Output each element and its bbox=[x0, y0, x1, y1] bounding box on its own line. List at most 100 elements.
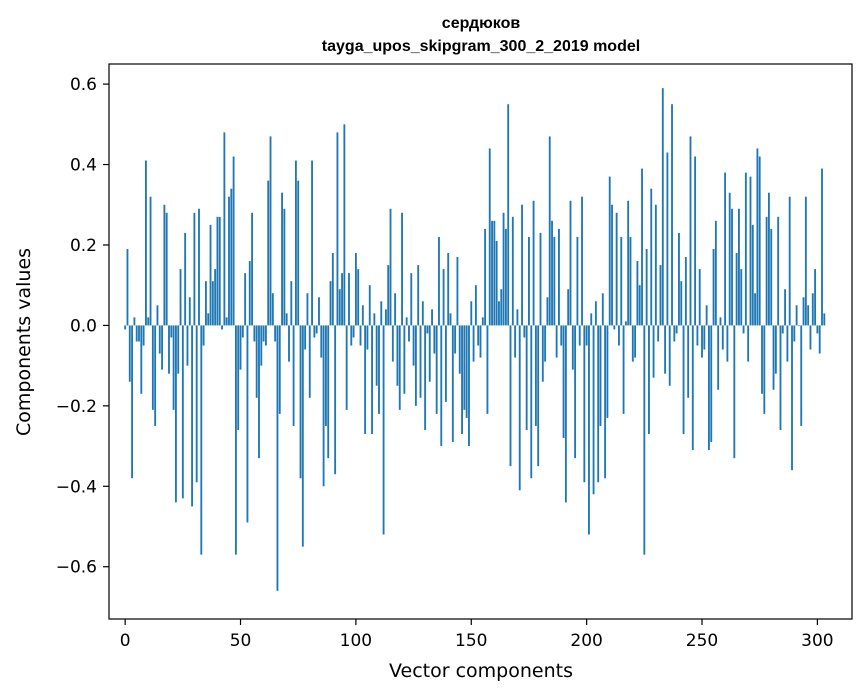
bar-159 bbox=[491, 220, 493, 326]
bar-125 bbox=[412, 325, 415, 366]
bar-55 bbox=[251, 212, 253, 326]
bar-122 bbox=[405, 317, 408, 326]
bar-231 bbox=[657, 325, 660, 342]
bar-180 bbox=[539, 232, 542, 326]
bar-32 bbox=[198, 208, 200, 326]
bar-40 bbox=[216, 216, 219, 326]
bar-198 bbox=[581, 196, 583, 326]
bar-162 bbox=[498, 301, 500, 326]
bar-166 bbox=[507, 104, 510, 326]
bar-64 bbox=[271, 293, 274, 326]
bar-16 bbox=[161, 325, 163, 370]
bar-275 bbox=[758, 156, 761, 326]
bar-117 bbox=[394, 293, 397, 326]
bar-181 bbox=[541, 325, 544, 382]
bar-24 bbox=[179, 269, 182, 326]
bar-233 bbox=[661, 88, 664, 326]
bar-2 bbox=[128, 325, 131, 382]
bar-210 bbox=[608, 176, 611, 326]
bar-30 bbox=[193, 212, 196, 326]
bar-171 bbox=[518, 325, 521, 491]
bar-173 bbox=[523, 325, 526, 338]
bar-99 bbox=[352, 325, 355, 338]
bar-251 bbox=[703, 325, 706, 350]
bar-176 bbox=[530, 325, 533, 479]
bar-48 bbox=[234, 325, 237, 555]
bar-139 bbox=[444, 325, 447, 402]
bar-202 bbox=[590, 313, 593, 326]
bar-273 bbox=[754, 293, 757, 326]
bar-115 bbox=[389, 208, 392, 326]
bar-132 bbox=[428, 325, 431, 382]
bar-126 bbox=[414, 325, 417, 406]
x-axis-label: Vector components bbox=[389, 660, 573, 682]
bar-192 bbox=[567, 289, 570, 326]
bar-239 bbox=[675, 325, 678, 334]
bar-167 bbox=[509, 325, 512, 467]
bar-165 bbox=[504, 228, 507, 326]
bar-169 bbox=[514, 325, 517, 358]
bar-196 bbox=[576, 236, 579, 326]
bar-157 bbox=[486, 325, 489, 414]
bar-67 bbox=[278, 325, 281, 414]
bar-45 bbox=[228, 196, 230, 326]
bar-236 bbox=[668, 325, 671, 386]
bar-190 bbox=[562, 325, 565, 439]
y-axis-label: Components values bbox=[13, 248, 35, 436]
y-tick-label: −0.6 bbox=[56, 558, 97, 578]
bar-50 bbox=[239, 325, 242, 370]
chart-title-line1: сердюков bbox=[442, 15, 521, 32]
bar-225 bbox=[643, 325, 646, 555]
bar-241 bbox=[680, 281, 683, 326]
x-tick-label: 50 bbox=[230, 631, 252, 651]
bar-93 bbox=[338, 289, 341, 326]
bar-301 bbox=[818, 325, 821, 354]
bar-63 bbox=[269, 136, 272, 326]
bar-106 bbox=[368, 285, 371, 326]
bar-77 bbox=[301, 325, 304, 547]
bar-178 bbox=[534, 325, 537, 426]
bar-116 bbox=[391, 325, 394, 362]
bar-15 bbox=[158, 325, 161, 354]
y-tick-label: 0.0 bbox=[70, 316, 97, 336]
plot-frame bbox=[108, 63, 853, 620]
bar-204 bbox=[594, 301, 597, 326]
bar-263 bbox=[731, 208, 733, 326]
bar-187 bbox=[555, 325, 558, 358]
bar-78 bbox=[304, 325, 307, 350]
bar-179 bbox=[537, 325, 540, 467]
bar-272 bbox=[751, 224, 754, 326]
bar-168 bbox=[511, 216, 514, 326]
bar-151 bbox=[472, 325, 475, 362]
x-tick-label: 200 bbox=[570, 631, 602, 651]
bar-111 bbox=[380, 301, 383, 326]
bar-19 bbox=[168, 325, 170, 374]
bar-43 bbox=[223, 132, 226, 326]
bar-104 bbox=[364, 325, 367, 434]
bar-217 bbox=[624, 321, 627, 326]
bar-58 bbox=[258, 325, 260, 459]
bar-130 bbox=[424, 325, 427, 430]
bar-223 bbox=[638, 285, 641, 326]
bar-172 bbox=[521, 204, 523, 326]
bar-262 bbox=[728, 192, 731, 326]
bar-94 bbox=[341, 273, 343, 326]
bar-107 bbox=[371, 325, 373, 434]
bar-113 bbox=[384, 309, 387, 326]
bar-254 bbox=[710, 325, 713, 443]
bar-282 bbox=[774, 325, 777, 374]
bar-237 bbox=[671, 104, 673, 326]
bar-119 bbox=[398, 325, 401, 410]
bar-277 bbox=[763, 325, 766, 414]
bar-220 bbox=[631, 325, 634, 362]
bar-7 bbox=[140, 325, 143, 394]
bar-85 bbox=[320, 325, 323, 358]
y-tick-label: 0.2 bbox=[70, 236, 97, 256]
bar-199 bbox=[583, 325, 586, 483]
bar-219 bbox=[629, 236, 632, 326]
bar-35 bbox=[204, 281, 207, 326]
bar-0 bbox=[124, 325, 127, 330]
bar-246 bbox=[691, 325, 694, 451]
bar-101 bbox=[357, 269, 360, 326]
bar-145 bbox=[458, 325, 461, 374]
